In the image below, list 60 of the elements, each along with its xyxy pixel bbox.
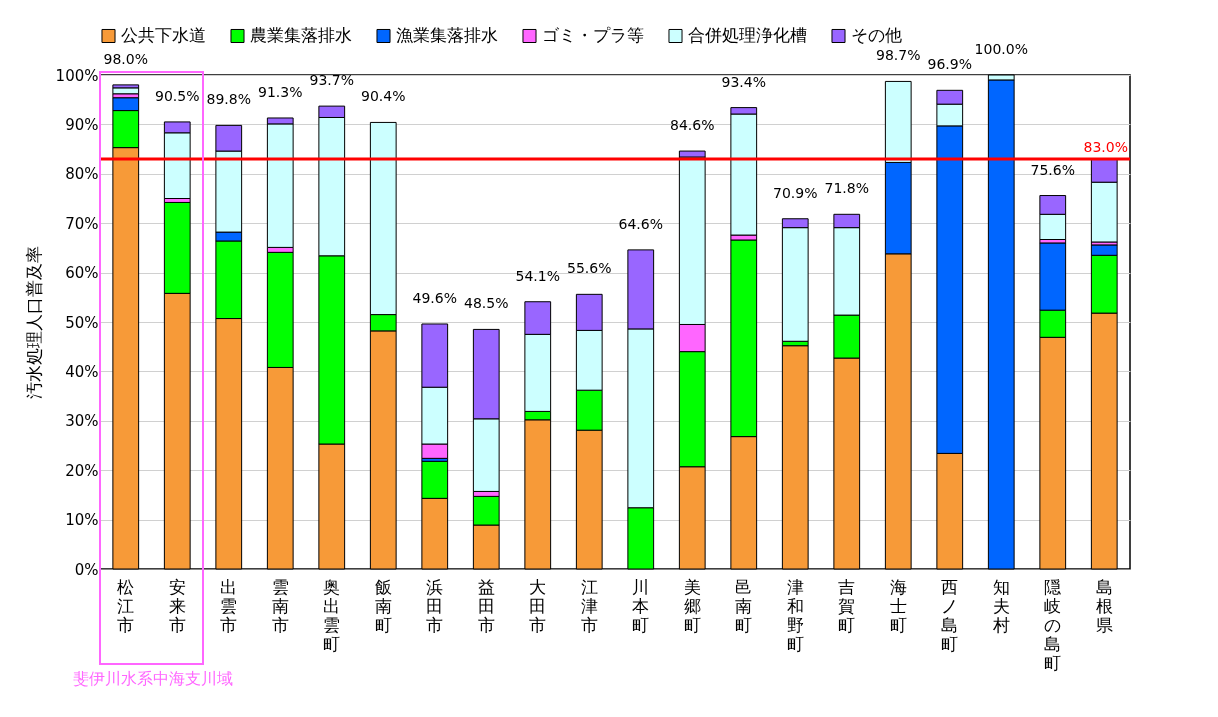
x-tick-label: 大田市 (529, 576, 547, 635)
legend-label: 農業集落排水 (250, 24, 352, 45)
x-tick-label: 隠岐の島町 (1044, 576, 1062, 673)
total-label: 55.6% (567, 260, 612, 277)
x-tick-label: 邑南町 (735, 576, 753, 635)
legend-label: その他 (851, 24, 902, 45)
x-tick-label: 飯南町 (374, 576, 392, 635)
y-tick-label: 30% (65, 412, 99, 431)
x-tick-label: 奥出雲町 (323, 576, 341, 654)
total-label: 49.6% (412, 289, 457, 306)
legend-label: 合併処理浄化槽 (688, 24, 807, 45)
text: 斐伊川水系中海支川域 (72, 669, 233, 690)
total-label: 64.6% (618, 215, 663, 232)
y-tick-label: 90% (65, 115, 99, 134)
bar (678, 150, 706, 158)
x-tick-label: 浜田市 (426, 576, 444, 635)
y-tick-label: 10% (65, 511, 99, 530)
total-label: 93.7% (309, 72, 354, 89)
x-tick-label: 益田市 (477, 576, 495, 635)
total-label: 75.6% (1030, 161, 1075, 178)
x-tick-label: 安来市 (168, 576, 186, 635)
total-label: 84.6% (670, 117, 715, 134)
x-tick-label: 出雲市 (220, 576, 238, 635)
total-label: 89.8% (206, 91, 251, 108)
total-label: 96.9% (927, 56, 972, 73)
x-tick-label: 雲南市 (271, 576, 289, 635)
x-tick-label: 西ノ島町 (941, 576, 959, 654)
x-tick-label: 吉賀町 (838, 576, 856, 635)
total-label: 98.7% (876, 47, 921, 64)
total-label: 48.5% (464, 295, 509, 312)
y-tick-label: 20% (65, 461, 99, 480)
total-label: 90.5% (155, 87, 200, 104)
x-tick-label: 知夫村 (991, 576, 1010, 635)
total-label: 71.8% (824, 180, 869, 197)
y-tick-label: 80% (65, 165, 99, 184)
total-label: 100.0% (974, 41, 1028, 57)
total-label: 54.1% (515, 267, 560, 284)
total-label: 93.4% (721, 73, 766, 90)
x-tick-label: 海士町 (889, 576, 907, 635)
total-label: 91.3% (258, 83, 303, 100)
y-tick-label: 70% (65, 214, 99, 233)
total-label: 90.4% (361, 88, 406, 105)
x-tick-label: 津和野町 (786, 576, 804, 654)
legend-label: 漁業集落排水 (396, 24, 498, 45)
y-axis-title: 汚水処理人口普及率 (23, 246, 44, 399)
total-label: 70.9% (773, 184, 818, 201)
x-tick-label: 松江市 (117, 576, 135, 635)
y-tick-label: 100% (55, 66, 99, 85)
ref-line-label: 83.0% (1083, 138, 1128, 155)
y-tick-label: 60% (65, 264, 99, 283)
x-tick-label: 江津市 (580, 576, 598, 635)
x-tick-label: 川本町 (632, 576, 650, 635)
x-tick-label: 美郷町 (683, 576, 701, 635)
y-tick-label: 40% (65, 362, 99, 381)
y-tick-label: 0% (74, 560, 99, 579)
legend-label: 公共下水道 (121, 24, 206, 45)
x-tick-label: 島根県 (1095, 576, 1113, 635)
y-tick-label: 50% (65, 313, 99, 332)
total-label: 98.0% (103, 50, 148, 67)
legend-label: ゴミ・プラ等 (542, 24, 644, 45)
